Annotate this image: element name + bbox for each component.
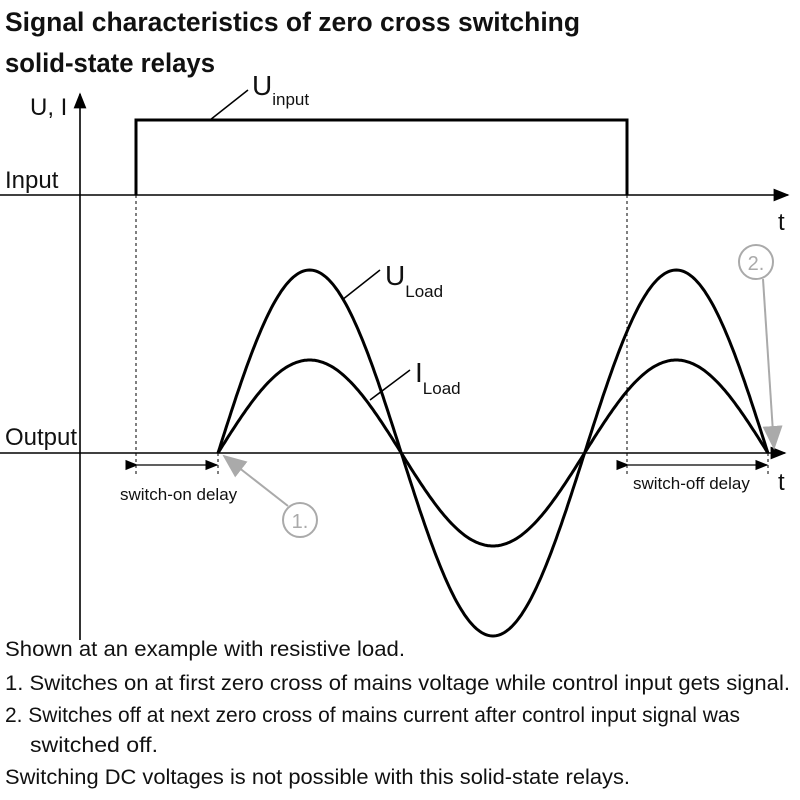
time-label: t <box>778 469 785 496</box>
note: Shown at an example with resistive load. <box>5 638 405 661</box>
i-load-label: ILoad <box>415 357 461 398</box>
note: 2. Switches off at next zero cross of ma… <box>5 704 740 727</box>
callout-2: 2. <box>748 253 765 275</box>
symbol: U <box>385 260 405 291</box>
subscript: Load <box>423 379 461 398</box>
i-load-curve <box>216 358 770 548</box>
note: Switching DC voltages is not possible wi… <box>5 766 630 789</box>
subscript: input <box>272 90 309 109</box>
leader <box>369 369 411 401</box>
u-load-curve <box>216 268 770 638</box>
callout-circle <box>282 502 318 538</box>
symbol: I <box>415 357 423 388</box>
callout-leader <box>222 454 289 507</box>
leader <box>209 89 249 121</box>
output-label: Output <box>5 424 77 451</box>
input-signal <box>134 118 629 195</box>
u-input-label: Uinput <box>252 70 309 109</box>
subscript: Load <box>405 282 443 301</box>
note: 1. Switches on at first zero cross of ma… <box>5 672 790 695</box>
callout-1: 1. <box>292 511 309 533</box>
y-axis-label: U, I <box>30 94 67 121</box>
time-label: t <box>778 209 785 236</box>
note: switched off. <box>30 734 158 757</box>
leader <box>341 269 381 301</box>
switch-on-delay: switch-on delay <box>120 485 238 504</box>
title: solid-state relays <box>5 48 215 78</box>
input-label: Input <box>5 167 59 194</box>
callout-leader <box>762 278 783 450</box>
switch-off-delay: switch-off delay <box>633 474 750 493</box>
title: Signal characteristics of zero cross swi… <box>5 7 580 37</box>
u-load-label: ULoad <box>385 260 443 301</box>
symbol: U <box>252 70 272 101</box>
callout-circle <box>738 244 774 280</box>
